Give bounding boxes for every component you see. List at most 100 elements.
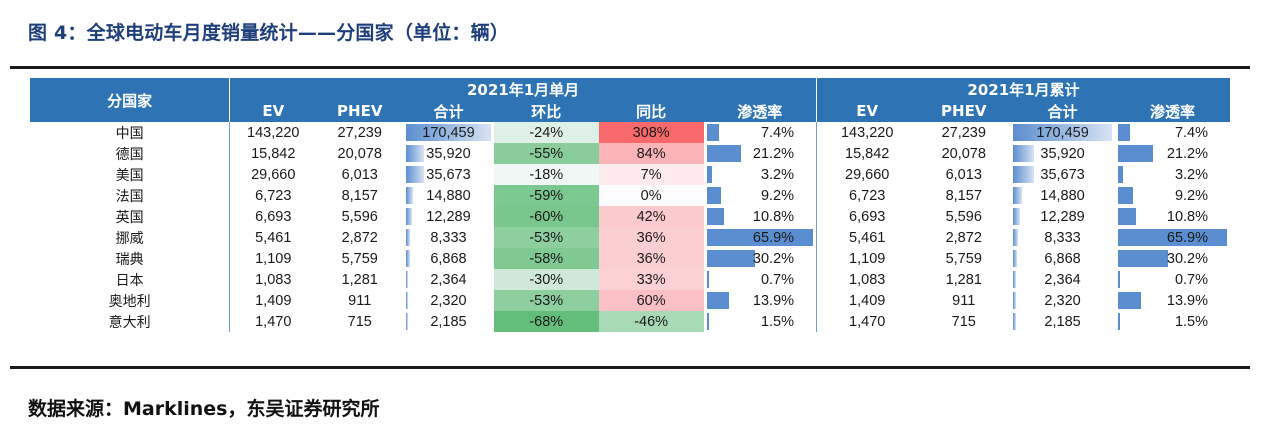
month-total-databar — [406, 124, 491, 141]
cell-cum-ev-value: 29,660 — [845, 166, 890, 183]
cell-cum-total-value: 8,333 — [1044, 229, 1081, 246]
month-total-databar — [406, 166, 424, 183]
cell-month-yoy: -46% — [598, 311, 704, 332]
cum-total-databar — [1013, 271, 1016, 288]
cell-month-total: 2,364 — [403, 269, 494, 290]
cell-month-penetration: 0.7% — [703, 269, 818, 290]
top-rule — [10, 66, 1250, 69]
cum-total-databar — [1013, 313, 1016, 330]
cell-cum-total-value: 12,289 — [1040, 208, 1085, 225]
cell-month-total: 35,920 — [403, 143, 494, 164]
cell-cum-phev-value: 6,013 — [945, 166, 982, 183]
cell-month-ev: 29,660 — [230, 164, 317, 185]
cell-cum-penetration-value: 10.8% — [1166, 208, 1208, 225]
cell-month-phev-value: 27,239 — [337, 124, 382, 141]
cell-month-ev-value: 1,083 — [255, 271, 292, 288]
cell-cum-total: 14,880 — [1010, 185, 1115, 206]
cum-penetration-databar — [1117, 271, 1121, 288]
cell-cum-total-value: 35,920 — [1040, 145, 1085, 162]
cell-month-mom-value: -59% — [529, 187, 564, 204]
cell-cum-penetration: 30.2% — [1115, 248, 1230, 269]
cell-month-penetration: 7.4% — [703, 122, 818, 143]
month-penetration-databar — [706, 292, 730, 309]
cell-month-mom: -58% — [493, 248, 599, 269]
cell-month-phev: 1,281 — [316, 269, 403, 290]
cell-month-penetration: 1.5% — [703, 311, 818, 332]
cell-cum-total: 12,289 — [1010, 206, 1115, 227]
cell-month-total-value: 2,364 — [430, 271, 467, 288]
month-penetration-databar — [706, 124, 719, 141]
cell-country: 瑞典 — [30, 248, 231, 269]
cell-cum-phev: 6,013 — [917, 164, 1010, 185]
cell-month-penetration-value: 13.9% — [752, 292, 795, 309]
cell-month-yoy: 7% — [598, 164, 704, 185]
cell-month-yoy: 308% — [598, 122, 704, 143]
cell-month-mom-value: -18% — [529, 166, 564, 183]
table-row: 奥地利 1,409 911 2,320 -53% 60% 13.9% 1,409 911 2,32… — [30, 290, 1230, 311]
cell-month-ev-value: 6,723 — [255, 187, 292, 204]
cell-cum-phev: 20,078 — [917, 143, 1010, 164]
cell-month-penetration-value: 1.5% — [760, 313, 795, 330]
cell-cum-phev-value: 911 — [952, 292, 976, 309]
table-row: 英国 6,693 5,596 12,289 -60% 42% 10.8% 6,693 5,596… — [30, 206, 1230, 227]
cell-month-mom-value: -24% — [529, 124, 564, 141]
cell-cum-ev-value: 5,461 — [849, 229, 886, 246]
cell-cum-phev-value: 20,078 — [941, 145, 986, 162]
cell-month-phev: 911 — [316, 290, 403, 311]
cell-cum-penetration-value: 13.9% — [1166, 292, 1208, 309]
cell-cum-phev: 5,759 — [917, 248, 1010, 269]
cell-month-phev-value: 20,078 — [337, 145, 382, 162]
cum-penetration-databar — [1117, 208, 1136, 225]
cell-month-mom: -55% — [493, 143, 599, 164]
month-total-databar — [406, 292, 409, 309]
cell-month-ev: 6,723 — [230, 185, 317, 206]
cell-country: 意大利 — [30, 311, 231, 332]
source-note: 数据来源：Marklines，东吴证券研究所 — [28, 398, 380, 420]
table-row: 挪威 5,461 2,872 8,333 -53% 36% 65.9% 5,461 2,872 8… — [30, 227, 1230, 248]
cell-month-mom-value: -60% — [529, 208, 564, 225]
cell-cum-phev: 715 — [917, 311, 1010, 332]
cell-cum-penetration-value: 0.7% — [1174, 271, 1208, 288]
cell-month-phev-value: 5,759 — [341, 250, 378, 267]
cell-month-yoy-value: 0% — [640, 187, 662, 204]
cell-month-mom: -68% — [493, 311, 599, 332]
cell-month-ev-value: 143,220 — [247, 124, 300, 141]
cell-month-ev: 1,083 — [230, 269, 317, 290]
month-total-databar — [406, 271, 409, 288]
cell-month-phev: 20,078 — [316, 143, 403, 164]
cell-cum-penetration: 65.9% — [1115, 227, 1230, 248]
cell-month-penetration: 9.2% — [703, 185, 818, 206]
month-penetration-databar — [706, 229, 814, 246]
cell-cum-phev: 911 — [917, 290, 1010, 311]
cum-total-databar — [1013, 292, 1016, 309]
cell-month-penetration-value: 9.2% — [760, 187, 795, 204]
cell-month-mom: -59% — [493, 185, 599, 206]
cell-month-mom: -30% — [493, 269, 599, 290]
cell-month-phev-value: 6,013 — [341, 166, 378, 183]
table-row: 法国 6,723 8,157 14,880 -59% 0% 9.2% 6,723 8,157 14… — [30, 185, 1230, 206]
cell-cum-penetration-value: 21.2% — [1166, 145, 1208, 162]
cell-month-total: 2,185 — [403, 311, 494, 332]
month-penetration-databar — [706, 187, 722, 204]
cell-month-yoy-value: 308% — [632, 124, 670, 141]
header-country: 分国家 — [30, 78, 231, 122]
cell-month-penetration: 21.2% — [703, 143, 818, 164]
cell-month-yoy-value: -46% — [634, 313, 669, 330]
header-cum-ev: EV — [816, 100, 918, 122]
cell-month-total-value: 2,320 — [430, 292, 467, 309]
cell-cum-total-value: 170,459 — [1036, 124, 1089, 141]
cell-month-yoy: 36% — [598, 227, 704, 248]
cell-month-ev: 143,220 — [230, 122, 317, 143]
cell-month-phev-value: 5,596 — [341, 208, 378, 225]
cell-cum-phev-value: 2,872 — [945, 229, 982, 246]
cell-cum-ev: 1,470 — [817, 311, 918, 332]
cell-month-ev: 1,109 — [230, 248, 317, 269]
cell-month-mom-value: -58% — [529, 250, 564, 267]
cell-country: 挪威 — [30, 227, 231, 248]
cell-cum-total-value: 6,868 — [1044, 250, 1081, 267]
cell-month-phev: 2,872 — [316, 227, 403, 248]
cell-cum-total: 2,185 — [1010, 311, 1115, 332]
cell-month-phev-value: 715 — [347, 313, 372, 330]
cell-month-penetration-value: 0.7% — [760, 271, 795, 288]
cell-month-yoy: 36% — [598, 248, 704, 269]
